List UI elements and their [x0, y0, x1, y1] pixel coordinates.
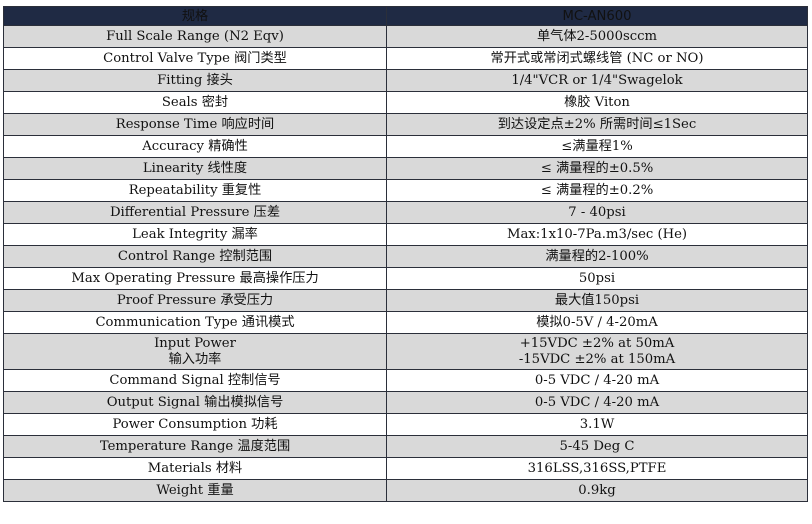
spec-label: Seals 密封: [3, 91, 387, 114]
spec-label: Linearity 线性度: [3, 157, 387, 180]
spec-value: 50psi: [386, 267, 808, 290]
table-row: Fitting 接头 1/4"VCR or 1/4"Swagelok: [3, 69, 808, 92]
spec-label: Control Range 控制范围: [3, 245, 387, 268]
spec-label-line2: 输入功率: [168, 351, 222, 367]
table-row: Differential Pressure 压差 7 - 40psi: [3, 201, 808, 224]
table-row: Control Range 控制范围 满量程的2-100%: [3, 245, 808, 268]
spec-label: Proof Pressure 承受压力: [3, 289, 387, 312]
spec-label: Fitting 接头: [3, 69, 387, 92]
spec-label: Communication Type 通讯模式: [3, 311, 387, 334]
spec-label-line1: Input Power: [154, 335, 236, 351]
table-row: Response Time 响应时间 到达设定点±2% 所需时间≤1Sec: [3, 113, 808, 136]
spec-sheet: 规格 MC-AN600 Full Scale Range (N2 Eqv) 单气体…: [3, 6, 808, 502]
spec-value: ≤ 满量程的±0.2%: [386, 179, 808, 202]
table-row: Materials 材料 316LSS,316SS,PTFE: [3, 457, 808, 480]
spec-value: ≤ 满量程的±0.5%: [386, 157, 808, 180]
table-row: Max Operating Pressure 最高操作压力 50psi: [3, 267, 808, 290]
spec-value: 0-5 VDC / 4-20 mA: [386, 391, 808, 414]
header-model: MC-AN600: [386, 6, 808, 26]
table-row: Leak Integrity 漏率 Max:1x10-7Pa.m3/sec (He…: [3, 223, 808, 246]
spec-value: 最大值150psi: [386, 289, 808, 312]
spec-label: Control Valve Type 阀门类型: [3, 47, 387, 70]
spec-label: Weight 重量: [3, 479, 387, 502]
spec-label: Materials 材料: [3, 457, 387, 480]
spec-label: Response Time 响应时间: [3, 113, 387, 136]
spec-label: Input Power 输入功率: [3, 333, 387, 370]
spec-value-line2: -15VDC ±2% at 150mA: [518, 351, 676, 367]
table-row: Communication Type 通讯模式 模拟0-5V / 4-20mA: [3, 311, 808, 334]
table-row: Weight 重量 0.9kg: [3, 479, 808, 502]
spec-value: Max:1x10-7Pa.m3/sec (He): [386, 223, 808, 246]
spec-value: 0-5 VDC / 4-20 mA: [386, 369, 808, 392]
spec-value: 0.9kg: [386, 479, 808, 502]
table-row: Seals 密封 橡胶 Viton: [3, 91, 808, 114]
spec-value: 橡胶 Viton: [386, 91, 808, 114]
spec-label: Differential Pressure 压差: [3, 201, 387, 224]
table-header-row: 规格 MC-AN600: [3, 6, 808, 26]
spec-value: +15VDC ±2% at 50mA -15VDC ±2% at 150mA: [386, 333, 808, 370]
spec-label: Max Operating Pressure 最高操作压力: [3, 267, 387, 290]
spec-value: 7 - 40psi: [386, 201, 808, 224]
spec-value: ≤满量程1%: [386, 135, 808, 158]
table-row: Accuracy 精确性 ≤满量程1%: [3, 135, 808, 158]
spec-value: 模拟0-5V / 4-20mA: [386, 311, 808, 334]
table-row: Full Scale Range (N2 Eqv) 单气体2-5000sccm: [3, 25, 808, 48]
spec-value: 3.1W: [386, 413, 808, 436]
spec-value: 满量程的2-100%: [386, 245, 808, 268]
table-row: Control Valve Type 阀门类型 常开式或常闭式螺线管 (NC or…: [3, 47, 808, 70]
table-row: Command Signal 控制信号 0-5 VDC / 4-20 mA: [3, 369, 808, 392]
spec-label: Leak Integrity 漏率: [3, 223, 387, 246]
spec-label: Temperature Range 温度范围: [3, 435, 387, 458]
spec-value-line1: +15VDC ±2% at 50mA: [519, 335, 675, 351]
header-spec: 规格: [3, 6, 387, 26]
table-row: Repeatability 重复性 ≤ 满量程的±0.2%: [3, 179, 808, 202]
table-row: Output Signal 输出模拟信号 0-5 VDC / 4-20 mA: [3, 391, 808, 414]
spec-value: 1/4"VCR or 1/4"Swagelok: [386, 69, 808, 92]
table-row: Power Consumption 功耗 3.1W: [3, 413, 808, 436]
spec-label: Accuracy 精确性: [3, 135, 387, 158]
spec-label: Repeatability 重复性: [3, 179, 387, 202]
table-row: Input Power 输入功率 +15VDC ±2% at 50mA -15V…: [3, 333, 808, 370]
table-row: Temperature Range 温度范围 5-45 Deg C: [3, 435, 808, 458]
spec-label: Power Consumption 功耗: [3, 413, 387, 436]
spec-value: 常开式或常闭式螺线管 (NC or NO): [386, 47, 808, 70]
table-row: Linearity 线性度 ≤ 满量程的±0.5%: [3, 157, 808, 180]
spec-value: 5-45 Deg C: [386, 435, 808, 458]
spec-label: Command Signal 控制信号: [3, 369, 387, 392]
spec-table: 规格 MC-AN600 Full Scale Range (N2 Eqv) 单气体…: [3, 6, 808, 502]
spec-value: 到达设定点±2% 所需时间≤1Sec: [386, 113, 808, 136]
table-row: Proof Pressure 承受压力 最大值150psi: [3, 289, 808, 312]
spec-value: 单气体2-5000sccm: [386, 25, 808, 48]
spec-label: Output Signal 输出模拟信号: [3, 391, 387, 414]
spec-label: Full Scale Range (N2 Eqv): [3, 25, 387, 48]
spec-value: 316LSS,316SS,PTFE: [386, 457, 808, 480]
